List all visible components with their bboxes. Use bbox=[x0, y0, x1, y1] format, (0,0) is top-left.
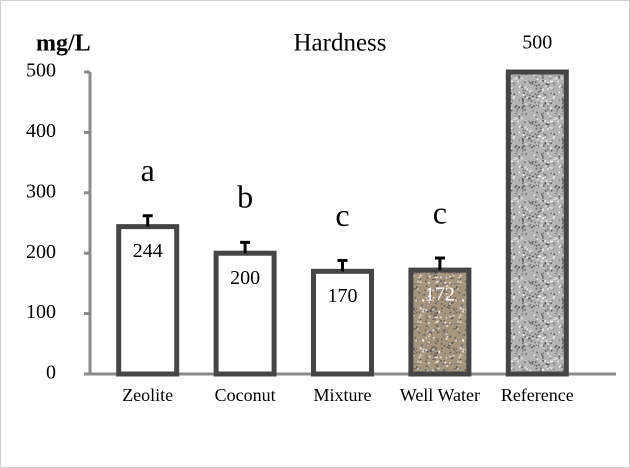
y-tick-label: 100 bbox=[26, 301, 56, 323]
data-label: 500 bbox=[522, 32, 552, 54]
annotation: a bbox=[141, 152, 155, 188]
y-tick-label: 300 bbox=[26, 180, 56, 202]
x-tick-label-box: Reference bbox=[500, 385, 574, 405]
x-tick-label: Mixture bbox=[313, 385, 372, 405]
y-tick-label: 0 bbox=[46, 362, 56, 384]
x-tick-label-box: Zeolite bbox=[122, 385, 174, 405]
chart-title: Hardness bbox=[293, 30, 386, 57]
data-label: 244 bbox=[133, 240, 163, 262]
bar bbox=[213, 250, 277, 377]
annotation: b bbox=[237, 179, 253, 215]
data-label: 170 bbox=[328, 285, 358, 307]
x-tick-label-box: Coconut bbox=[214, 385, 276, 405]
y-tick-label: 400 bbox=[26, 120, 56, 142]
x-tick-label: Zeolite bbox=[122, 385, 174, 405]
bar bbox=[505, 69, 569, 377]
data-label: 200 bbox=[230, 267, 260, 289]
x-tick-label-box: Well Water bbox=[399, 385, 481, 405]
x-tick-label: Coconut bbox=[214, 385, 276, 405]
annotation: c bbox=[433, 194, 447, 230]
annotation: c bbox=[335, 197, 349, 233]
x-tick-label: Reference bbox=[500, 385, 574, 405]
bar bbox=[408, 267, 472, 377]
bar bbox=[116, 224, 180, 377]
y-axis-label: mg/L bbox=[36, 31, 91, 57]
y-tick-label: 200 bbox=[26, 241, 56, 263]
data-label: 172 bbox=[425, 284, 455, 306]
x-tick-label-box: Mixture bbox=[313, 385, 372, 405]
y-tick-label: 500 bbox=[26, 60, 56, 82]
x-tick-label: Well Water bbox=[399, 385, 481, 405]
